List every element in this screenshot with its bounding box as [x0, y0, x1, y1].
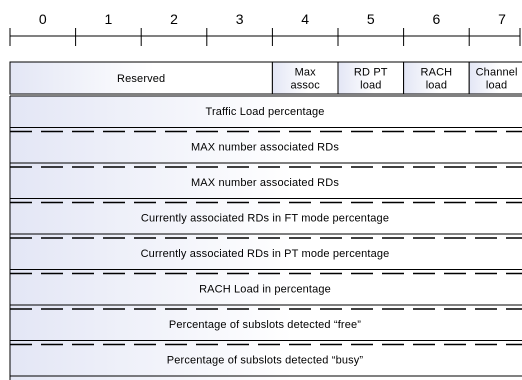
- bit-number-1: 1: [105, 11, 113, 27]
- currently-associated-rds-ft-label: Currently associated RDs in FT mode perc…: [141, 212, 389, 224]
- currently-associated-rds-ft-row: Currently associated RDs in FT mode perc…: [9, 201, 522, 238]
- rach-load-in-percentage-row: RACH Load in percentage: [9, 272, 522, 309]
- channel-load-field: [468, 61, 522, 95]
- percentage-subslots-busy-label: Percentage of subslots detected “busy”: [167, 354, 364, 366]
- channel-load-label-1: Channel: [476, 67, 518, 79]
- bit-number-6: 6: [433, 11, 441, 27]
- max-number-associated-rds-2-label: MAX number associated RDs: [191, 177, 339, 189]
- bit-number-3: 3: [236, 11, 244, 27]
- max-assoc-label-2: assoc: [290, 80, 320, 92]
- rach-load-field: [403, 61, 470, 95]
- channel-load-label-2: load: [486, 80, 507, 92]
- max-assoc-field: [271, 61, 339, 95]
- percentage-subslots-free-row: Percentage of subslots detected “free”: [9, 308, 522, 345]
- field-rows: Traffic Load percentage MAX number associ…: [9, 95, 522, 380]
- max-assoc-label-1: Max: [295, 67, 317, 79]
- rach-load-label-2: load: [426, 80, 447, 92]
- percentage-subslots-busy-row: Percentage of subslots detected “busy”: [9, 343, 522, 380]
- bit-ruler: 0 1 2 3 4 5 6 7: [9, 11, 521, 46]
- percentage-subslots-free-label: Percentage of subslots detected “free”: [169, 319, 361, 331]
- max-number-associated-rds-1-row: MAX number associated RDs: [9, 130, 522, 167]
- bit-number-2: 2: [170, 11, 178, 27]
- reserved-label-1: Reserved: [117, 73, 165, 85]
- traffic-load-percentage-label: Traffic Load percentage: [205, 106, 324, 118]
- rd-pt-load-label-1: RD PT: [354, 67, 388, 79]
- traffic-load-percentage-row: Traffic Load percentage: [9, 95, 522, 132]
- bit-number-7: 7: [498, 11, 506, 27]
- bit-number-5: 5: [367, 11, 375, 27]
- bit-number-4: 4: [301, 11, 309, 27]
- currently-associated-rds-pt-label: Currently associated RDs in PT mode perc…: [141, 248, 390, 260]
- bit-number-0: 0: [39, 11, 47, 27]
- rach-load-in-percentage-label: RACH Load in percentage: [199, 283, 331, 295]
- max-number-associated-rds-1-label: MAX number associated RDs: [191, 141, 339, 153]
- rd-pt-load-label-2: load: [360, 80, 381, 92]
- currently-associated-rds-pt-row: Currently associated RDs in PT mode perc…: [9, 237, 522, 274]
- max-number-associated-rds-2-row: MAX number associated RDs: [9, 166, 522, 203]
- rach-load-label-1: RACH: [421, 67, 453, 79]
- rd-pt-load-field: [337, 61, 405, 95]
